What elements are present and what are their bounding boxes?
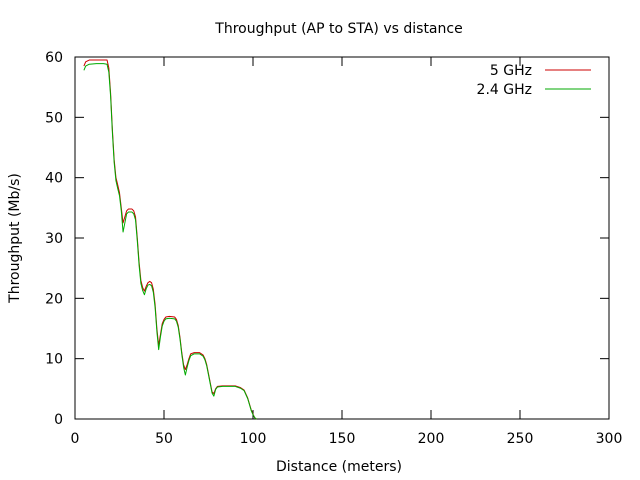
y-axis-label: Throughput (Mb/s) bbox=[7, 173, 23, 304]
x-tick-label: 300 bbox=[596, 431, 623, 447]
y-tick-label: 60 bbox=[45, 50, 63, 66]
x-tick-label: 50 bbox=[155, 431, 173, 447]
legend-label: 2.4 GHz bbox=[477, 82, 532, 98]
x-tick-label: 250 bbox=[507, 431, 534, 447]
x-tick-label: 0 bbox=[71, 431, 80, 447]
x-axis-label: Distance (meters) bbox=[276, 459, 402, 475]
x-axis-ticks: 0 50 100 150 200 250 300 bbox=[71, 57, 623, 447]
y-tick-label: 10 bbox=[45, 352, 63, 368]
chart-title: Throughput (AP to STA) vs distance bbox=[214, 21, 462, 37]
y-tick-label: 0 bbox=[54, 412, 63, 428]
x-tick-label: 200 bbox=[418, 431, 445, 447]
y-tick-label: 40 bbox=[45, 171, 63, 187]
series-lines bbox=[83, 59, 257, 420]
series-line-1 bbox=[83, 63, 257, 420]
x-tick-label: 150 bbox=[329, 431, 356, 447]
plot-border bbox=[74, 56, 610, 420]
series-line-0 bbox=[83, 59, 257, 420]
legend: 5 GHz 2.4 GHz bbox=[477, 63, 591, 98]
y-axis-ticks: 0 10 20 30 40 50 60 bbox=[45, 50, 609, 428]
y-tick-label: 20 bbox=[45, 291, 63, 307]
y-tick-label: 30 bbox=[45, 231, 63, 247]
legend-label: 5 GHz bbox=[490, 63, 532, 79]
x-tick-label: 100 bbox=[240, 431, 267, 447]
y-tick-label: 50 bbox=[45, 110, 63, 126]
plot-frame bbox=[74, 56, 610, 420]
